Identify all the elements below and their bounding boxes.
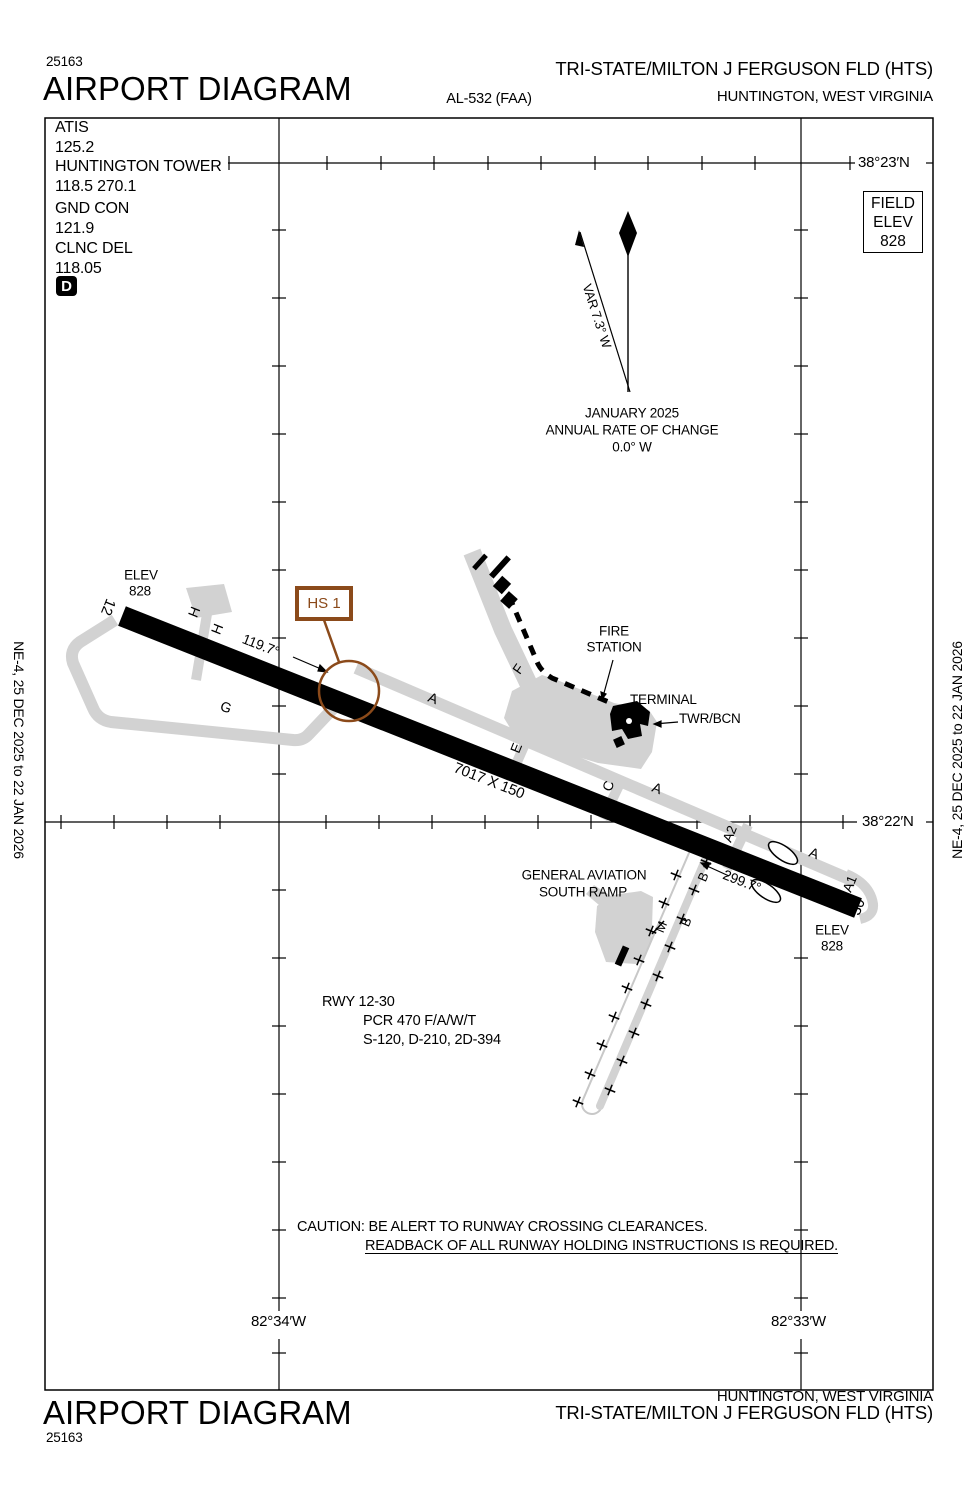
- hotspot-leader: [322, 619, 341, 663]
- taxiway-g: [65, 614, 350, 747]
- longitude-right-label: 82°33′W: [771, 1313, 826, 1330]
- field-elev-line2: ELEV: [873, 213, 913, 231]
- margin-note-left: NE-4, 25 DEC 2025 to 22 JAN 2026: [11, 641, 27, 859]
- variation-rate-label: ANNUAL RATE OF CHANGE: [545, 422, 719, 438]
- terminal-label: TERMINAL: [630, 692, 697, 707]
- clearance-label: CLNC DEL: [55, 240, 133, 257]
- ga-ramp-label-line1: GENERAL AVIATION: [521, 867, 647, 883]
- variation-date: JANUARY 2025: [585, 405, 679, 421]
- map-border: [44, 117, 934, 1391]
- ground-label: GND CON: [55, 200, 130, 217]
- page-title-bottom: AIRPORT DIAGRAM: [43, 1394, 352, 1431]
- north-ramp: [463, 548, 540, 693]
- chart-number-bottom: 25163: [46, 1430, 83, 1445]
- fire-station-label-line1: FIRE: [599, 623, 629, 639]
- leader-arrows: [292, 656, 730, 877]
- graticule-lines: [45, 118, 933, 1390]
- buildings: [472, 553, 650, 967]
- field-elev-box: FIELD ELEV 828: [863, 191, 923, 253]
- taxiway-network: [65, 548, 879, 1115]
- twr-bcn-arrow: [652, 720, 662, 728]
- lat-top-ticks: [228, 156, 851, 170]
- arresting-gear-symbols: [750, 840, 799, 904]
- latitude-top-label: 38°23′N: [858, 154, 910, 171]
- airport-name-bottom: TRI-STATE/MILTON J FERGUSON FLD (HTS): [555, 1402, 933, 1423]
- chart-number-top: 25163: [46, 54, 83, 69]
- south-ramp-arm: [586, 885, 611, 905]
- tower-frequency: 118.5 270.1: [55, 178, 137, 195]
- clearance-frequency: 118.05: [55, 260, 102, 277]
- airport-city-bottom: HUNTINGTON, WEST VIRGINIA: [716, 1388, 933, 1405]
- fire-station-building-line: [506, 595, 612, 706]
- caution-line2: READBACK OF ALL RUNWAY HOLDING INSTRUCTI…: [365, 1238, 839, 1254]
- lon-ticks: [272, 229, 808, 1354]
- field-elev-value: 828: [880, 232, 906, 250]
- ground-frequency: 121.9: [55, 220, 95, 237]
- al-number: AL-532 (FAA): [446, 90, 532, 107]
- ga-ramp-label-line2: SOUTH RAMP: [538, 884, 628, 900]
- atis-label: ATIS: [55, 119, 89, 136]
- runway-data-line1: RWY 12-30: [322, 994, 395, 1010]
- ga-building: [614, 945, 630, 967]
- beacon-symbol: [626, 718, 632, 724]
- latitude-bottom-label: 38°22′N: [862, 813, 914, 830]
- fire-station-label-line2: STATION: [586, 639, 642, 655]
- airport-city-top: HUNTINGTON, WEST VIRGINIA: [716, 88, 933, 105]
- rwy12-elev-value: 828: [129, 583, 151, 599]
- field-elev-line1: FIELD: [871, 194, 915, 212]
- caution-line1: CAUTION: BE ALERT TO RUNWAY CROSSING CLE…: [297, 1219, 708, 1235]
- twr-bcn-label: TWR/BCN: [679, 711, 741, 726]
- runup-pad: [186, 584, 232, 618]
- hotspot-box: HS 1: [295, 586, 353, 621]
- south-ramp: [595, 891, 653, 964]
- rwy12-elev-label: ELEV: [124, 567, 158, 583]
- airport-name-top: TRI-STATE/MILTON J FERGUSON FLD (HTS): [555, 58, 933, 79]
- data-link-icon: D: [56, 276, 77, 296]
- closed-runway-fill: [583, 839, 711, 1113]
- variation-rate-value: 0.0° W: [612, 439, 652, 455]
- heading-12-arrow: [317, 663, 329, 673]
- taxiway-a1: [843, 869, 879, 924]
- north-arrow: [619, 211, 637, 392]
- fire-station-arrow: [600, 691, 607, 701]
- heading-30-arrow: [699, 862, 711, 871]
- rwy30-elev-label: ELEV: [815, 922, 849, 938]
- variation-arrow: [575, 230, 631, 393]
- hotspot-marker: [317, 619, 381, 723]
- page-title-top: AIRPORT DIAGRAM: [43, 70, 352, 107]
- runway-data-line2: PCR 470 F/A/W/T: [363, 1013, 477, 1029]
- longitude-left-label: 82°34′W: [251, 1313, 306, 1330]
- runway-data-line3: S-120, D-210, 2D-394: [363, 1032, 501, 1048]
- hotspot-circle: [317, 659, 381, 723]
- taxiway-m-tick: [651, 920, 665, 935]
- runway-12-30: [118, 606, 862, 918]
- taxiway-b: [596, 847, 713, 1110]
- rwy30-elev-value: 828: [821, 938, 843, 954]
- margin-note-right: NE-4, 25 DEC 2025 to 22 JAN 2026: [949, 641, 965, 859]
- atis-frequency: 125.2: [55, 139, 95, 156]
- closed-runway-x-marks: [572, 856, 712, 1108]
- tower-label: HUNTINGTON TOWER: [55, 158, 222, 175]
